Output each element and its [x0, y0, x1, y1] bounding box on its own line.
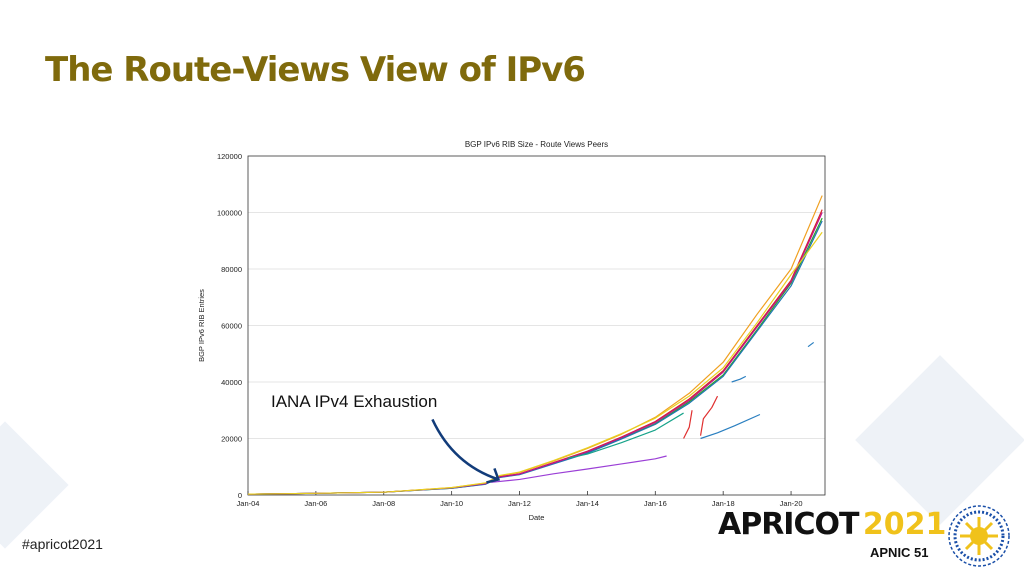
apricot-logo: APRICOT 2021 APNIC 51 [718, 510, 946, 566]
logo-name: APRICOT [718, 507, 859, 542]
y-tick-label: 20000 [221, 435, 242, 444]
y-tick-label: 80000 [221, 265, 242, 274]
y-tick-label: 120000 [217, 152, 242, 161]
annotation-label: IANA IPv4 Exhaustion [271, 392, 438, 411]
x-tick-label: Jan-16 [644, 499, 667, 508]
x-tick-label: Jan-12 [508, 499, 531, 508]
chart-title: BGP IPv6 RIB Size - Route Views Peers [465, 140, 608, 149]
series-line-7 [567, 412, 684, 459]
series-line-2 [247, 217, 823, 495]
background-pattern [855, 355, 1024, 525]
x-tick-label: Jan-06 [304, 499, 327, 508]
x-tick-label: Jan-20 [780, 499, 803, 508]
series-line-12 [699, 395, 719, 436]
series-line-10 [807, 341, 815, 348]
annotation-arrow [431, 418, 499, 481]
series-line-1 [247, 209, 823, 495]
x-tick-label: Jan-14 [576, 499, 599, 508]
plot-frame [247, 155, 826, 496]
x-axis-label: Date [529, 513, 545, 522]
logo-year: 2021 [862, 507, 947, 542]
page-title: The Route-Views View of IPv6 [45, 50, 586, 90]
y-tick-label: 40000 [221, 378, 242, 387]
y-tick-label: 0 [238, 491, 242, 500]
x-tick-label: Jan-08 [372, 499, 395, 508]
series-line-9 [731, 375, 747, 383]
series-line-8 [700, 413, 761, 440]
series-line-0 [247, 195, 823, 495]
hashtag: #apricot2021 [22, 536, 103, 552]
x-tick-label: Jan-10 [440, 499, 463, 508]
y-tick-label: 60000 [221, 322, 242, 331]
series-line-6 [491, 455, 667, 483]
logo-sub: APNIC 51 [870, 545, 929, 560]
bgp-ipv6-rib-chart: BGP IPv6 RIB Size - Route Views Peers 0 20… [197, 140, 826, 522]
x-tick-label: Jan-18 [712, 499, 735, 508]
background-pattern [0, 421, 69, 549]
arrow-head-icon [486, 468, 501, 484]
x-tick-label: Jan-04 [237, 499, 260, 508]
series-line-5 [247, 231, 823, 495]
sun-emblem-icon [948, 505, 1010, 567]
y-axis-label: BGP IPv6 RIB Entries [197, 289, 206, 362]
y-tick-label: 100000 [217, 209, 242, 218]
series-line-11 [683, 410, 693, 439]
logo-wordmark: APRICOT 2021 [718, 510, 946, 540]
